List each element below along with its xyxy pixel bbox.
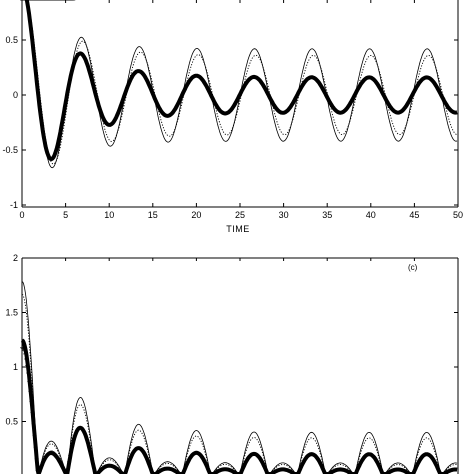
top-x-tick-label: 20 — [191, 210, 201, 220]
bottom-plus-marker — [30, 410, 35, 415]
top-series-thin-solid — [26, 0, 458, 169]
top-series — [20, 0, 459, 169]
bottom-plus-marker — [34, 456, 39, 461]
bottom-plus-marker — [38, 466, 43, 471]
top-x-tick-label: 10 — [104, 210, 114, 220]
bottom-plus-marker — [21, 346, 26, 351]
bottom-plus-marker — [37, 469, 42, 474]
bottom-plus-marker — [39, 463, 44, 468]
top-x-tick-label: 50 — [453, 210, 463, 220]
panel-top-chart: 0 5 10 15 20 25 30 35 40 45 50 -1 -0.5 0 0.5 TIME — [2, 0, 463, 234]
bottom-y-tick-label: 0.5 — [5, 417, 18, 427]
bottom-plus-marker — [27, 379, 32, 384]
bottom-plus-marker — [31, 421, 36, 426]
top-y-tick-label: 0.5 — [5, 35, 18, 45]
bottom-plus-marker — [60, 465, 65, 470]
bottom-plus-marker — [62, 469, 67, 474]
bottom-ticks: 0.5 1 1.5 2 — [5, 253, 459, 427]
bottom-plus-marker — [67, 459, 72, 464]
bottom-plus-marker — [69, 447, 74, 452]
bottom-plus-marker — [61, 467, 66, 472]
bottom-series — [20, 281, 459, 474]
bottom-plus-marker — [59, 462, 64, 467]
bottom-plus-marker — [32, 433, 37, 438]
bottom-plus-marker — [40, 460, 45, 465]
panel-label-c: (c) — [408, 263, 418, 272]
bottom-plus-marker — [33, 445, 38, 450]
top-series-dotted — [26, 0, 458, 165]
bottom-plus-marker — [28, 389, 33, 394]
top-y-tick-label: -1 — [10, 200, 18, 210]
top-x-axis-label: TIME — [226, 224, 250, 234]
top-x-tick-label: 30 — [279, 210, 289, 220]
bottom-plus-marker — [41, 458, 46, 463]
top-x-tick-label: 0 — [19, 210, 24, 220]
top-x-tick-label: 5 — [63, 210, 68, 220]
bottom-plus-marker — [68, 453, 73, 458]
bottom-plus-marker — [66, 466, 71, 471]
top-ticks: 0 5 10 15 20 25 30 35 40 45 50 -1 -0.5 0 0.5 — [2, 0, 463, 220]
top-series-thick-solid — [24, 0, 459, 161]
top-x-tick-label: 40 — [366, 210, 376, 220]
top-x-tick-label: 25 — [235, 210, 245, 220]
bottom-plus-marker — [58, 460, 63, 465]
bottom-plus-marker — [29, 399, 34, 404]
bottom-y-tick-label: 2 — [13, 253, 18, 263]
top-y-tick-label: -0.5 — [2, 145, 18, 155]
bottom-plus-marker — [70, 441, 75, 446]
top-x-tick-label: 45 — [409, 210, 419, 220]
top-x-tick-label: 35 — [322, 210, 332, 220]
bottom-series-thick-solid — [20, 338, 459, 474]
panel-bottom-chart: 0.5 1 1.5 2 (c) — [5, 253, 459, 474]
bottom-y-tick-label: 1 — [13, 362, 18, 372]
top-y-tick-label: 0 — [13, 90, 18, 100]
bottom-plus-marker — [25, 363, 30, 368]
top-x-tick-label: 15 — [148, 210, 158, 220]
bottom-plus-marker — [22, 348, 27, 353]
bottom-plus-marker — [23, 351, 28, 356]
bottom-plus-marker — [24, 357, 29, 362]
bottom-y-tick-label: 1.5 — [5, 308, 18, 318]
bottom-plus-marker — [26, 371, 31, 376]
bottom-plus-marker — [71, 436, 76, 441]
bottom-plus-marker — [35, 468, 40, 473]
